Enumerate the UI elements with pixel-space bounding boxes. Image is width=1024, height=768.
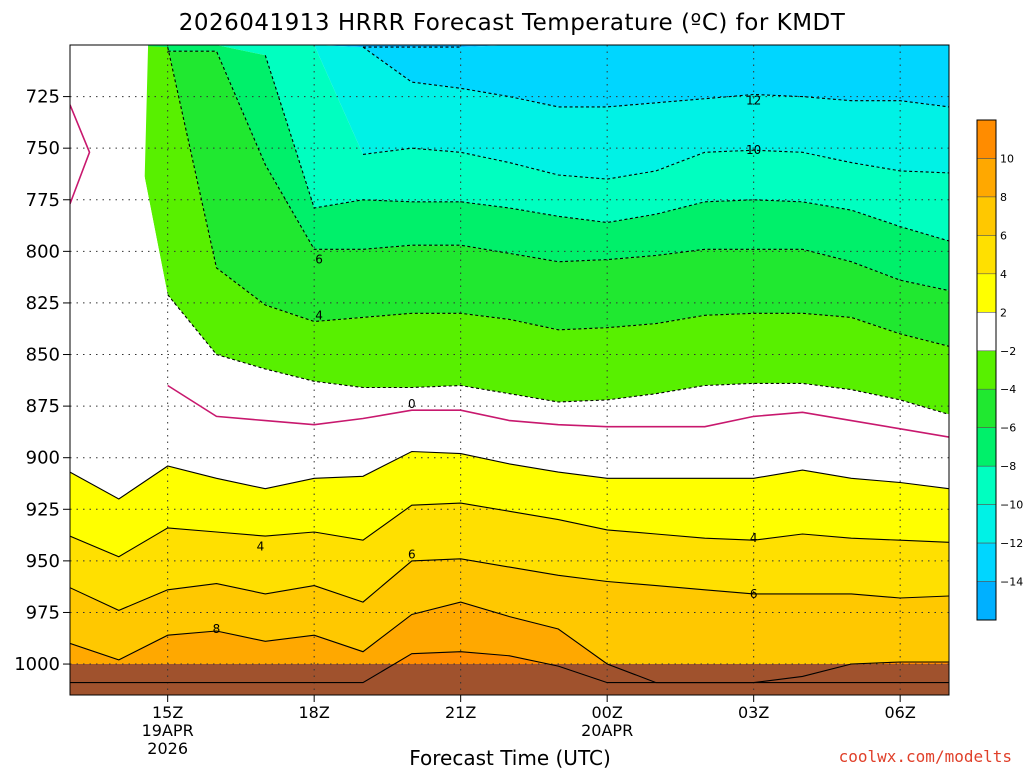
contour-label-4-5: 4 [257,539,265,553]
colorbar-tick-3: 4 [1000,268,1007,281]
contour-label-4-3: 4 [315,308,323,322]
y-tick-label-750: 750 [26,138,60,159]
y-tick-label-800: 800 [26,241,60,262]
contour-line-2 [70,450,949,500]
temperature-fills [70,45,949,695]
contour-label-6-2: 6 [315,253,323,267]
y-tick-label-775: 775 [26,190,60,211]
fill-band-minus14-to-minus12 [70,45,949,107]
y-tick-label-850: 850 [26,345,60,366]
x-tick-label-03Z: 03Z [738,703,769,722]
contour-line-0 [167,384,949,438]
colorbar-swatch-minus10-to-minus8 [976,465,997,506]
y-tick-label-1000: 1000 [14,654,60,675]
colorbar-swatch-8-to-10 [976,158,997,198]
grid-lines [70,45,949,695]
fill-band-2-to-4 [70,451,949,557]
chart-title: 2026041913 HRRR Forecast Temperature (ºC… [179,10,846,36]
colorbar-tick-4: 2 [1000,306,1007,319]
x-tick-label-06Z: 06Z [885,703,916,722]
fill-band-8-to-10 [70,602,949,683]
colorbar-tick-0: 10 [1000,153,1014,166]
x-tick-label-00Z: 00Z [592,703,623,722]
x-tick-label-21Z: 21Z [445,703,476,722]
fill-band-minus6-to-minus4 [70,45,949,347]
colorbar-tick-5: −2 [1000,345,1016,358]
contour-label-0-4: 0 [408,397,416,411]
contour-label-12-0: 12 [746,94,761,108]
colorbar-tick-9: −10 [1000,499,1023,512]
contour-line-minus6 [167,50,949,292]
y-tick-label-725: 725 [26,87,60,108]
fill-band-minus12-to-minus10 [70,45,949,180]
fill-band-0-to-2 [70,45,949,499]
colorbar-tick-6: −4 [1000,383,1016,396]
y-tick-label-825: 825 [26,293,60,314]
fill-band-4-to-6 [70,503,949,611]
colorbar-swatch-minus14-to-minus12 [976,542,997,582]
contour-labels: 12 10 6 4 0 4 6 4 6 8 [213,94,762,636]
colorbar-swatch-minus4-to-minus2 [976,350,997,390]
contour-lines [70,46,949,684]
x-tick-date-00Z: 20APR [581,721,633,740]
ground-surface [70,664,949,695]
colorbar-swatch-minus12-to-minus10 [976,504,997,544]
colorbar-tick-10: −12 [1000,537,1023,550]
x-tick-year-15Z: 2026 [147,739,188,758]
contour-line-6 [70,558,949,612]
y-tick-label-975: 975 [26,602,60,623]
colorbar-tick-7: −6 [1000,422,1016,435]
colorbar-swatch-2-to-4 [976,273,997,313]
colorbar-swatch-minus8-to-minus6 [976,427,997,467]
contour-line-minus10 [362,147,949,180]
colorbar-frame [976,119,997,621]
contour-line-8 [70,601,949,684]
colorbar-swatch-minus16-to-minus14 [976,581,997,621]
x-axis-label: Forecast Time (UTC) [409,746,611,768]
contour-line-minus2 [167,294,949,415]
contour-label-10-1: 10 [746,143,761,157]
fill-band-minus8-to-minus6 [70,45,949,291]
y-tick-label-875: 875 [26,396,60,417]
y-tick-label-950: 950 [26,551,60,572]
y-tick-label-900: 900 [26,448,60,469]
contour-line-4 [70,502,949,558]
colorbar-swatch-minus2-to-2 [976,311,997,352]
colorbar-swatch-6-to-8 [976,196,997,236]
fill-band-minus2-to-0 [70,45,949,438]
plot-frame [69,44,950,696]
colorbar-swatch-4-to-6 [976,235,997,275]
y-tick-label-925: 925 [26,499,60,520]
colorbar-swatch-minus6-to-minus4 [976,388,997,429]
contour-line-0-left-bow [70,104,91,205]
colorbar-tick-1: 8 [1000,191,1007,204]
colorbar-swatch-10-to-12 [976,119,997,159]
plot-area: 12 10 6 4 0 4 6 4 6 8 [69,44,950,696]
x-tick-date-15Z: 19APR [142,721,194,740]
contour-label-4-7: 4 [750,531,758,545]
fill-band-minus10-to-minus8 [70,45,949,241]
colorbar-legend: 10 8 6 4 2 −2 −4 −6 −8 −10 −12 −14 [976,119,1023,621]
contour-line-minus4 [167,46,949,347]
contour-label-8-9: 8 [213,622,221,636]
x-tick-label-15Z: 15Z [152,703,183,722]
colorbar-tick-11: −14 [1000,576,1023,589]
ground-layer [70,664,949,695]
credit-text: coolwx.com/modelts [839,747,1012,766]
y-axis: 725 750 775 800 825 850 875 900 925 950 975 1000 [14,87,70,675]
colorbar-tick-2: 6 [1000,229,1007,242]
fill-band-minus4-to-minus2 [70,45,949,415]
contour-line-minus8 [264,55,949,242]
contour-label-6-6: 6 [408,548,416,562]
contour-line-10 [70,651,949,684]
colorbar-tick-8: −8 [1000,460,1016,473]
fill-band-left-warm-pocket [70,45,168,425]
x-tick-label-18Z: 18Z [299,703,330,722]
contour-label-6-8: 6 [750,587,758,601]
contour-line-minus12 [362,46,949,108]
